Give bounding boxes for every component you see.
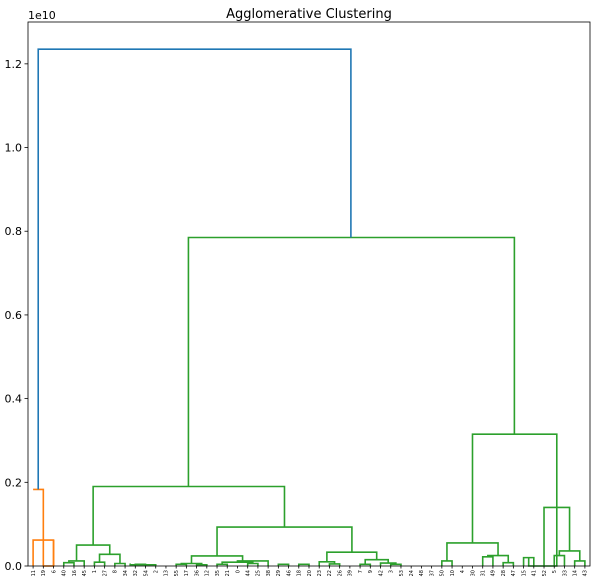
y-tick-label: 0.8 [5,225,23,238]
dendrogram-link [297,563,310,566]
leaf-label: 2 [154,570,160,573]
leaf-label: 13 [164,570,170,576]
dendrogram-link [190,555,244,564]
dendrogram-link [68,560,85,566]
dendrogram-link [573,560,586,566]
dendrogram-link [277,563,290,566]
leaf-label: 40 [62,570,68,576]
leaf-label: 15 [521,570,527,576]
leaf-label: 31 [481,570,487,576]
dendrogram-link [441,560,453,566]
leaf-label: 10 [450,570,456,576]
plot-frame [27,21,591,567]
dendrogram-link [37,48,352,490]
leaf-label: 9 [368,570,374,573]
leaf-label: 0 [235,570,241,573]
leaf-label: 43 [583,570,589,576]
leaf-label: 38 [266,570,272,576]
leaf-label: 34 [123,570,129,576]
chart-title: Agglomerative Clustering [226,7,392,22]
leaf-label: 47 [511,570,517,576]
leaf-label: 23 [317,570,323,576]
dendrogram-link [379,562,397,566]
leaf-label: 1 [92,570,98,573]
y-offset-label: 1e10 [28,9,56,22]
leaf-label: 7 [358,570,364,573]
leaf-label: 50 [440,570,446,576]
leaf-label: 41 [532,570,538,576]
leaf-label: 12 [205,570,211,576]
links-layer [32,48,586,567]
leaf-label: 45 [82,570,88,576]
y-tick-label: 1.2 [5,58,23,71]
leaf-label: 25 [256,570,262,576]
dendrogram-link [93,561,106,566]
leaf-label: 22 [327,570,333,576]
dendrogram-link [75,544,111,561]
leaf-label: 28 [501,570,507,576]
y-tick-label: 1.0 [5,142,23,155]
leaf-label: 8 [113,570,119,573]
leaf-label: 16 [72,570,78,576]
x-axis: 11 19 6 40 16 45 1 27 8 34 32 54 2 13 55 17 36 12 35 21 0 44 2… [31,566,589,576]
y-tick-label: 0.4 [5,393,23,406]
leaf-label: 36 [194,570,200,576]
y-tick-label: 0.2 [5,476,23,489]
leaf-label: 29 [276,570,282,576]
leaf-label: 14 [572,570,578,576]
dendrogram-link [62,561,75,566]
leaf-label: 42 [378,570,384,576]
dendrogram-link [42,540,55,567]
leaf-label: 53 [399,570,405,576]
leaf-label: 39 [348,570,354,576]
leaf-label: 17 [184,570,190,576]
leaf-label: 30 [470,570,476,576]
dendrogram-link [326,551,378,562]
leaf-label: 3 [389,570,395,573]
leaf-label: 21 [225,570,231,576]
leaf-label: 35 [215,570,221,576]
leaf-label: 20 [307,570,313,576]
leaf-label: 4 [460,570,466,573]
dendrogram-link [236,560,269,566]
leaf-label: 27 [102,570,108,576]
dendrogram-link [328,563,341,566]
dendrogram-link [92,485,286,546]
leaf-label: 37 [429,570,435,576]
leaf-label: 52 [542,570,548,576]
dendrogram-link [481,555,494,566]
dendrogram-link [33,488,45,541]
leaf-label: 48 [419,570,425,576]
leaf-label: 24 [409,570,415,576]
leaf-label: 33 [562,570,568,576]
leaf-label: 18 [297,570,303,576]
leaf-label: 54 [143,570,149,576]
leaf-label: 11 [31,570,37,576]
leaf-label: 19 [41,570,47,576]
y-tick-label: 0.6 [5,309,23,322]
dendrogram-link [553,554,566,566]
dendrogram-link [502,561,515,566]
leaf-label: 6 [51,570,57,573]
dendrogram-link [446,542,499,561]
dendrogram-link [221,561,254,565]
y-tick-label: 0.0 [5,560,23,573]
leaf-label: 26 [337,570,343,576]
leaf-label: 5 [552,570,558,573]
leaf-label: 49 [491,570,497,576]
leaf-label: 32 [133,570,139,576]
dendrogram-link [195,563,208,566]
leaf-label: 44 [245,570,251,576]
leaf-label: 46 [286,570,292,576]
dendrogram-link [471,433,558,543]
dendrogram-link [129,563,157,566]
y-axis: 0.0 0.2 0.4 0.6 0.8 1.0 1.2 [5,58,28,573]
dendrogram-link [187,236,516,487]
leaf-label: 55 [174,570,180,576]
